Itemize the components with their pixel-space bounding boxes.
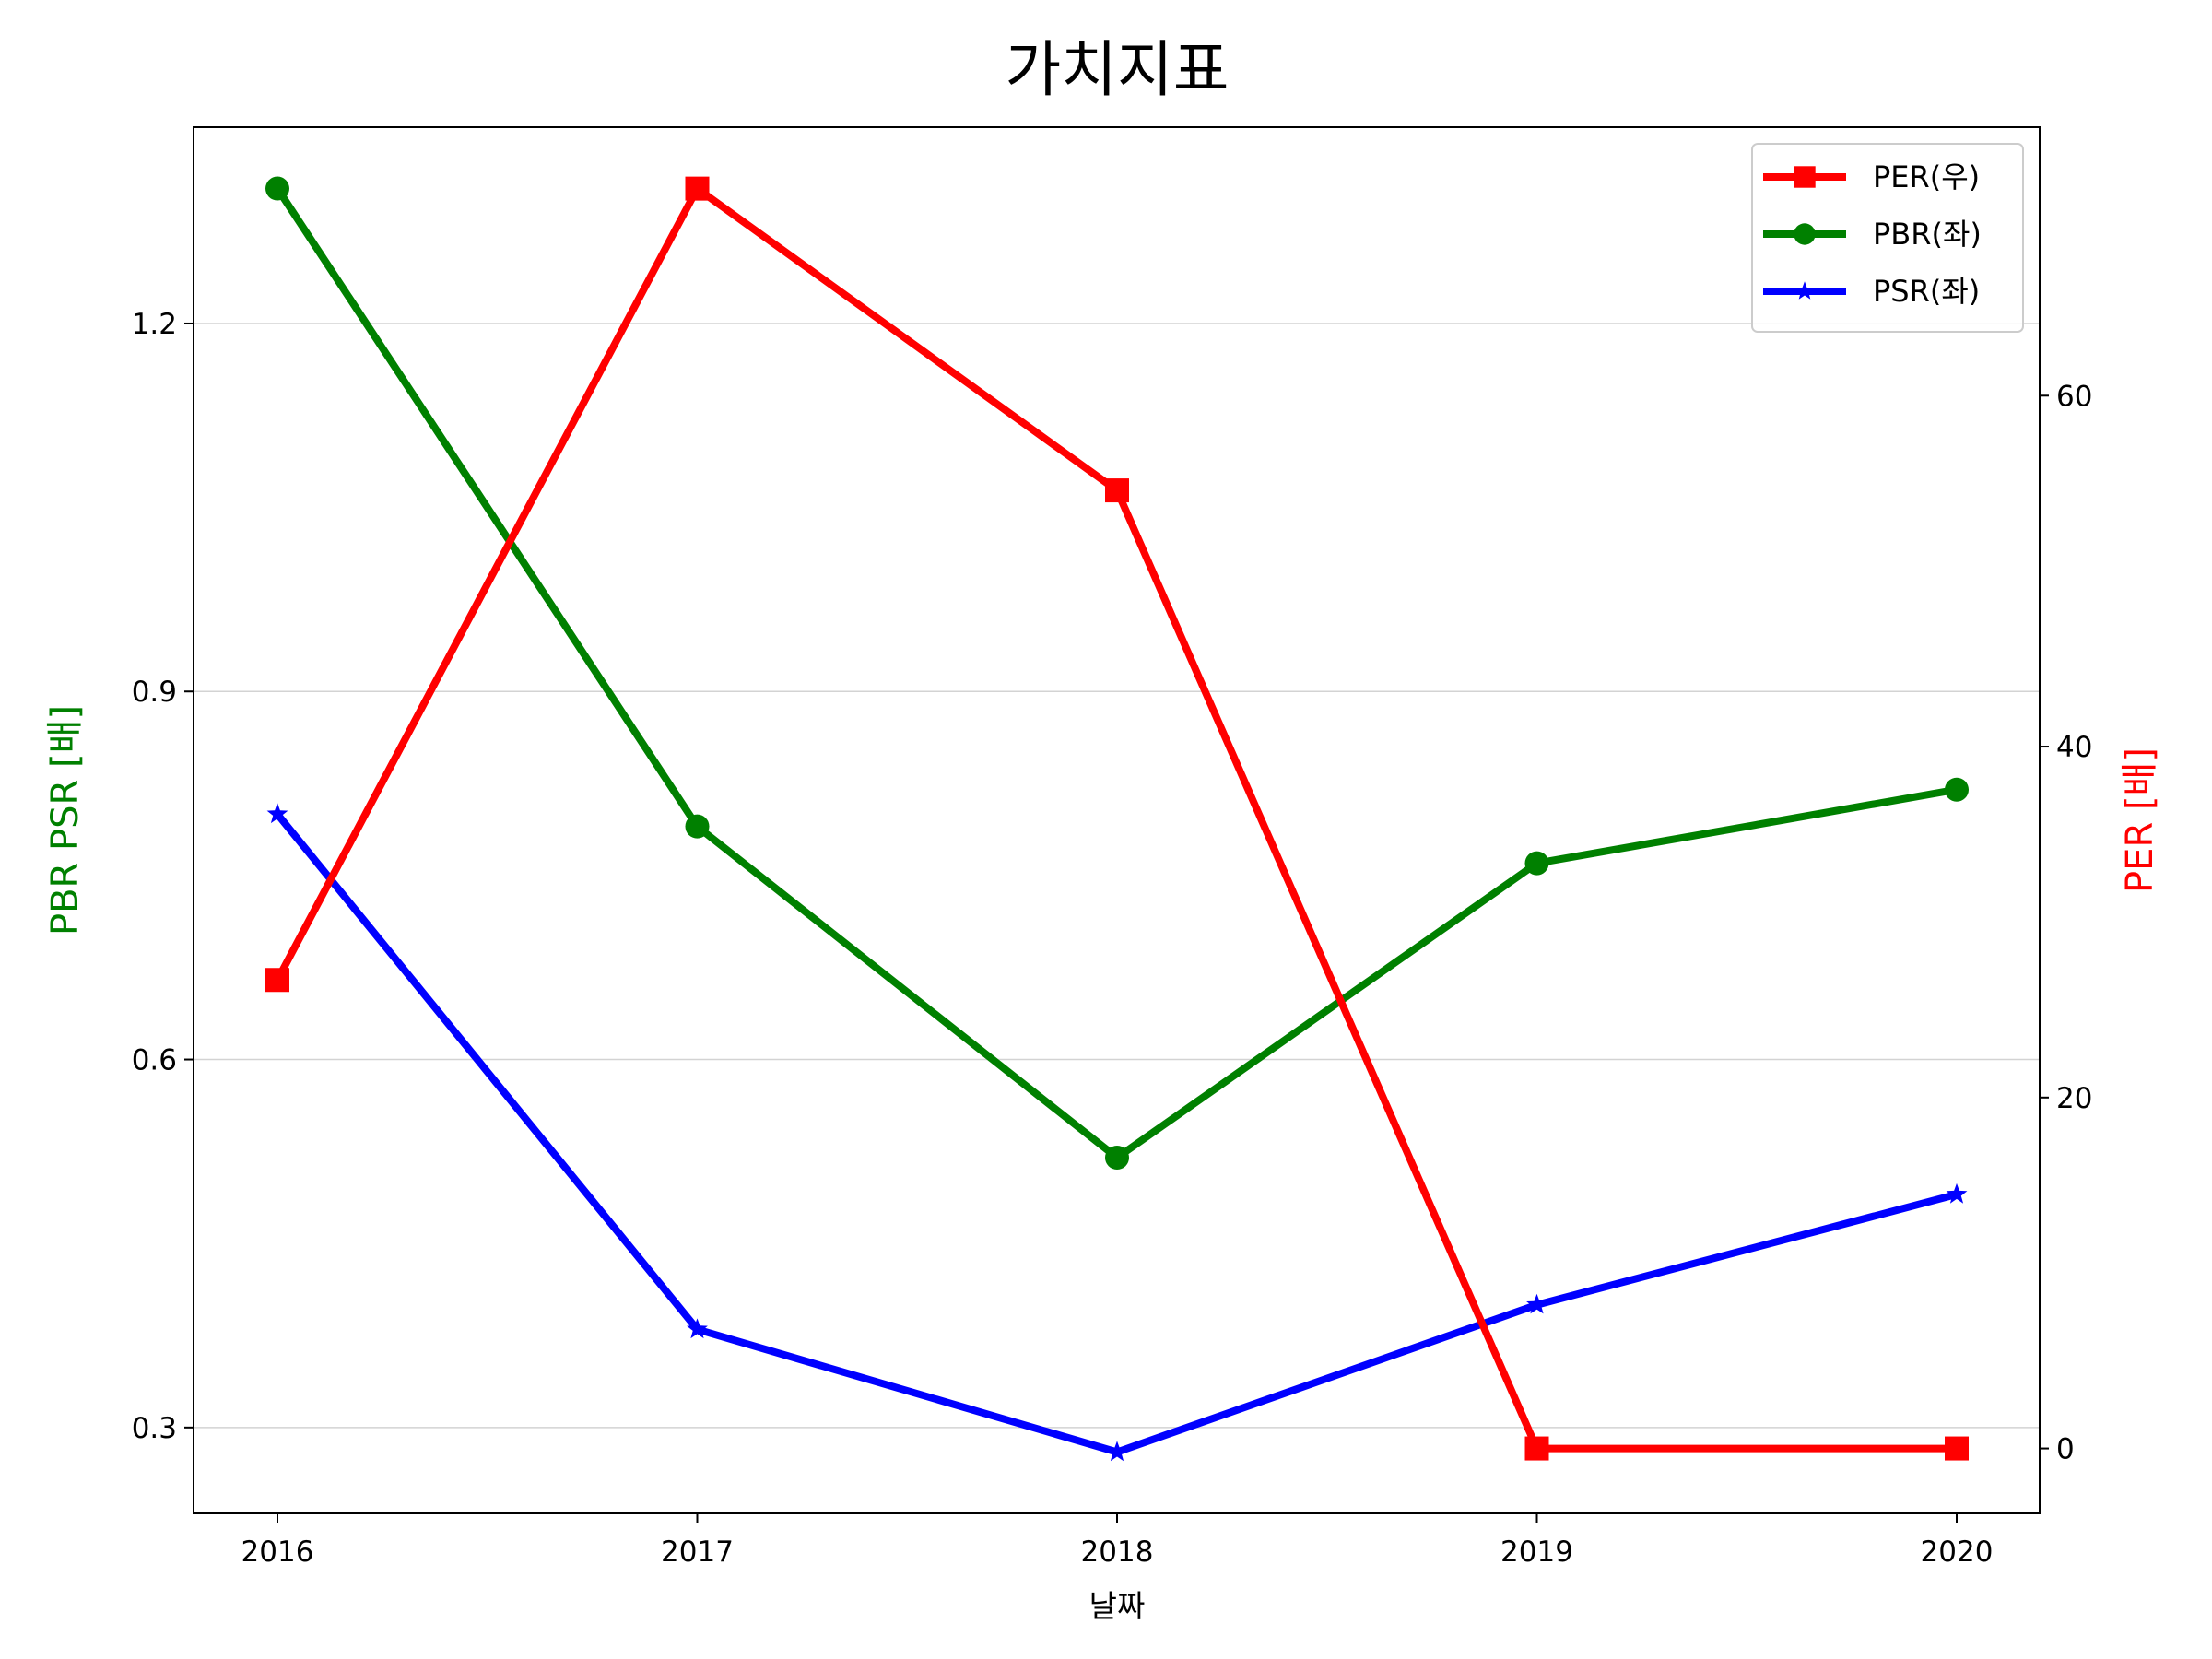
left-y-tick-label: 0.6 [132,1044,177,1077]
data-point-per [685,176,710,201]
right-y-tick-label: 40 [2056,731,2092,764]
legend-swatch-marker [1794,281,1815,300]
data-point-pbr [1524,851,1549,876]
x-tick-label: 2019 [1500,1535,1573,1569]
x-axis-label: 날짜 [1089,1588,1146,1624]
right-y-tick-label: 0 [2056,1433,2075,1466]
x-axis: 2016 2017 2018 2019 2020 [241,1513,1994,1569]
series-psr [266,803,1968,1462]
left-y-axis: 0.3 0.6 0.9 1.2 [132,308,194,1445]
legend-swatch-marker [1794,166,1816,188]
grid-lines [194,323,2040,1429]
right-y-tick-label: 60 [2056,380,2092,413]
legend-label: PER(우) [1873,159,1980,194]
right-y-axis-label: PER [배] [2119,747,2161,893]
data-point-per [1524,1436,1549,1461]
series-per [265,176,1969,1461]
legend-label: PSR(좌) [1873,274,1980,309]
data-point-psr [687,1318,708,1339]
left-y-tick-label: 1.2 [132,308,177,341]
series-line-psr [274,811,1959,1456]
data-point-psr [1106,1441,1128,1462]
data-point-pbr [1945,777,1969,802]
data-point-per [1105,478,1129,503]
x-tick-label: 2018 [1081,1535,1154,1569]
series-pbr [265,176,1969,1171]
legend-swatch-marker [1794,223,1816,245]
right-y-axis: 0 20 40 60 [2040,380,2092,1466]
data-point-pbr [1105,1146,1129,1171]
left-y-axis-label: PBR PSR [배] [44,705,87,935]
chart-title: 가치지표 [1006,34,1230,105]
series-line-pbr [274,186,1958,1161]
legend-item-psr: PSR(좌) [1763,274,1980,309]
data-point-pbr [265,176,289,201]
legend: PER(우) PBR(좌) PSR(좌) [1751,143,2024,333]
right-y-tick-label: 20 [2056,1082,2092,1115]
series-layer [265,176,1969,1462]
data-point-pbr [685,814,710,839]
data-point-psr [1526,1293,1547,1314]
legend-box [1751,143,2024,333]
x-tick-label: 2020 [1921,1535,1994,1569]
data-point-psr [1946,1182,1968,1204]
left-y-tick-label: 0.9 [132,676,177,709]
legend-item-pbr: PBR(좌) [1763,217,1982,252]
x-tick-label: 2017 [661,1535,734,1569]
data-point-per [265,968,289,993]
legend-label: PBR(좌) [1873,217,1982,252]
x-tick-label: 2016 [241,1535,314,1569]
data-point-psr [266,803,288,824]
data-point-per [1945,1436,1969,1461]
legend-item-per: PER(우) [1763,159,1980,194]
left-y-tick-label: 0.3 [132,1412,177,1445]
